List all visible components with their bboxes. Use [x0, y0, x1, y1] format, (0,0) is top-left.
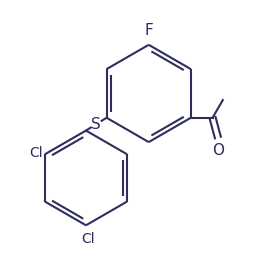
Text: O: O [212, 143, 224, 158]
Text: S: S [91, 117, 101, 132]
Text: Cl: Cl [82, 232, 95, 246]
Text: F: F [144, 23, 153, 38]
Text: Cl: Cl [29, 146, 42, 160]
